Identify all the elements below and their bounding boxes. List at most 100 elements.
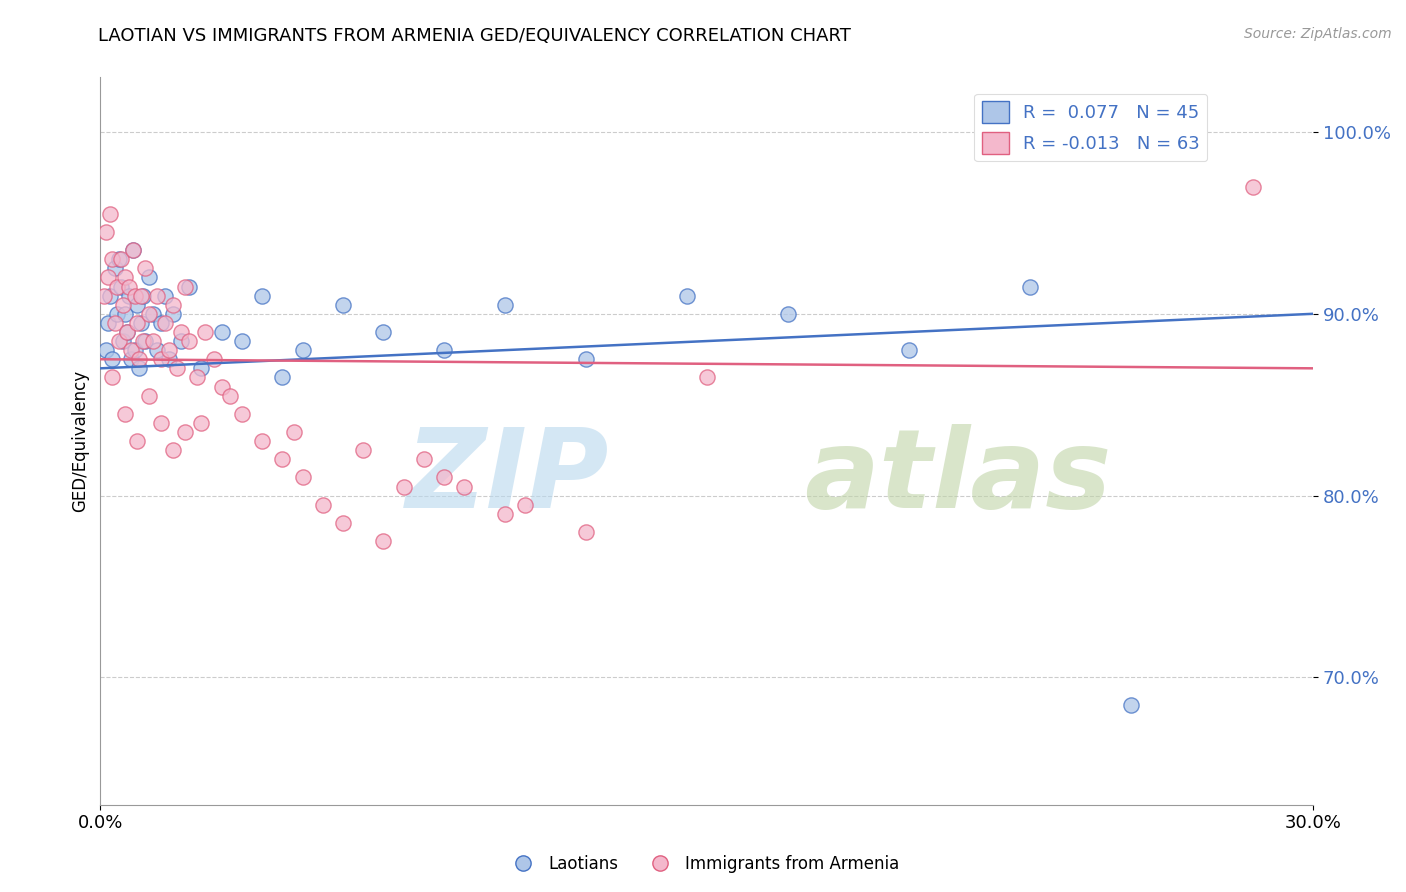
- Point: [146, 343, 169, 358]
- Point: [494, 507, 516, 521]
- Point: [110, 252, 132, 267]
- Point: [107, 252, 129, 267]
- Point: [96, 343, 118, 358]
- Point: [124, 343, 146, 358]
- Point: [134, 261, 156, 276]
- Point: [128, 361, 150, 376]
- Point: [574, 352, 596, 367]
- Point: [138, 270, 160, 285]
- Point: [93, 288, 115, 302]
- Point: [312, 498, 335, 512]
- Point: [696, 370, 718, 384]
- Point: [174, 279, 197, 293]
- Point: [291, 470, 314, 484]
- Point: [412, 452, 434, 467]
- Point: [211, 325, 233, 339]
- Y-axis label: GED/Equivalency: GED/Equivalency: [72, 370, 89, 512]
- Point: [179, 334, 201, 348]
- Point: [250, 288, 273, 302]
- Point: [125, 298, 148, 312]
- Legend: R =  0.077   N = 45, R = -0.013   N = 63: R = 0.077 N = 45, R = -0.013 N = 63: [974, 94, 1208, 161]
- Text: Source: ZipAtlas.com: Source: ZipAtlas.com: [1244, 27, 1392, 41]
- Point: [150, 416, 173, 430]
- Point: [111, 334, 134, 348]
- Point: [100, 288, 122, 302]
- Point: [129, 316, 152, 330]
- Point: [115, 325, 138, 339]
- Point: [332, 298, 354, 312]
- Text: LAOTIAN VS IMMIGRANTS FROM ARMENIA GED/EQUIVALENCY CORRELATION CHART: LAOTIAN VS IMMIGRANTS FROM ARMENIA GED/E…: [98, 27, 851, 45]
- Point: [231, 407, 253, 421]
- Point: [105, 307, 128, 321]
- Point: [166, 361, 188, 376]
- Point: [897, 343, 920, 358]
- Point: [101, 370, 124, 384]
- Point: [107, 334, 129, 348]
- Point: [111, 298, 134, 312]
- Point: [118, 288, 141, 302]
- Point: [186, 370, 208, 384]
- Point: [162, 298, 184, 312]
- Point: [211, 379, 233, 393]
- Point: [453, 479, 475, 493]
- Point: [121, 243, 143, 257]
- Point: [114, 307, 136, 321]
- Point: [1121, 698, 1143, 712]
- Point: [125, 316, 148, 330]
- Point: [121, 243, 143, 257]
- Point: [129, 288, 152, 302]
- Point: [250, 434, 273, 448]
- Text: ZIP: ZIP: [406, 424, 610, 531]
- Point: [103, 261, 125, 276]
- Point: [170, 334, 193, 348]
- Point: [190, 416, 212, 430]
- Point: [128, 352, 150, 367]
- Point: [202, 352, 225, 367]
- Point: [179, 279, 201, 293]
- Point: [101, 352, 124, 367]
- Point: [433, 470, 456, 484]
- Point: [105, 279, 128, 293]
- Point: [218, 389, 240, 403]
- Point: [1019, 279, 1042, 293]
- Point: [194, 325, 217, 339]
- Point: [190, 361, 212, 376]
- Point: [132, 288, 155, 302]
- Point: [162, 307, 184, 321]
- Point: [392, 479, 415, 493]
- Point: [271, 370, 294, 384]
- Point: [332, 516, 354, 530]
- Point: [513, 498, 536, 512]
- Point: [101, 252, 124, 267]
- Point: [120, 343, 142, 358]
- Point: [433, 343, 456, 358]
- Point: [114, 270, 136, 285]
- Point: [373, 534, 395, 549]
- Point: [115, 325, 138, 339]
- Point: [494, 298, 516, 312]
- Point: [142, 307, 165, 321]
- Point: [100, 207, 122, 221]
- Point: [96, 225, 118, 239]
- Point: [97, 316, 120, 330]
- Point: [138, 307, 160, 321]
- Point: [124, 288, 146, 302]
- Point: [153, 288, 176, 302]
- Point: [291, 343, 314, 358]
- Point: [170, 325, 193, 339]
- Point: [125, 434, 148, 448]
- Point: [271, 452, 294, 467]
- Point: [157, 352, 180, 367]
- Point: [138, 389, 160, 403]
- Point: [134, 334, 156, 348]
- Point: [97, 270, 120, 285]
- Point: [110, 279, 132, 293]
- Point: [675, 288, 697, 302]
- Point: [574, 524, 596, 539]
- Point: [120, 352, 142, 367]
- Point: [153, 316, 176, 330]
- Point: [146, 288, 169, 302]
- Point: [142, 334, 165, 348]
- Point: [283, 425, 305, 439]
- Point: [373, 325, 395, 339]
